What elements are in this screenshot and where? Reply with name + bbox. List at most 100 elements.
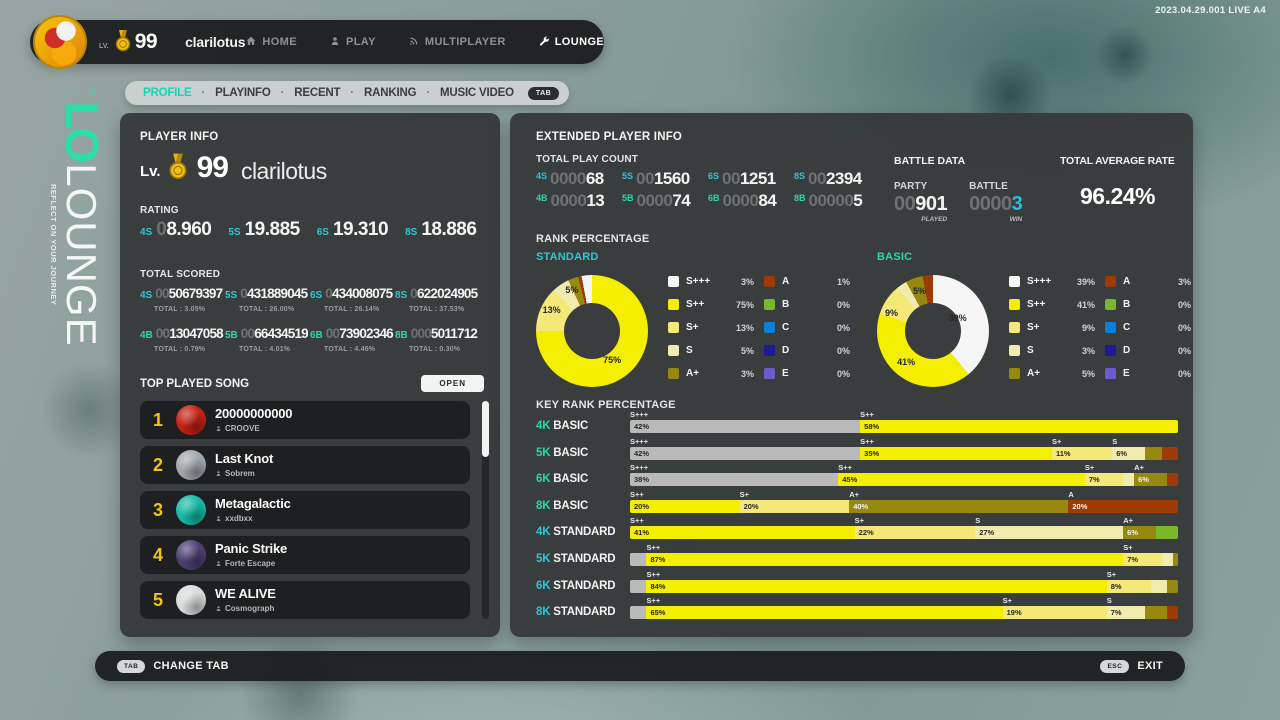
rating-item: 4S 08.960 [140, 219, 212, 241]
logo-dots: :· [86, 88, 102, 98]
key-rank-row-label: 6K BASIC [536, 473, 588, 486]
bar-segment: 35% [860, 446, 1052, 460]
nav-item-multiplayer[interactable]: MULTIPLAYER [408, 35, 506, 50]
play-count-value: 000013 [550, 191, 605, 210]
segment-percent-label: 20% [743, 501, 759, 511]
key-rank-mode: 4K [536, 420, 554, 432]
rating-value: 18.886 [421, 219, 477, 240]
song-list-item[interactable]: 4 Panic Strike Forte Escape [140, 536, 470, 574]
key-rank-row: 8K STANDARD S++ S+ S 65% 19% 7% [536, 596, 1178, 620]
play-count-pad: 0000 [636, 191, 673, 210]
segment-name-label: S+ [739, 489, 749, 499]
song-artist-name: Sobrem [225, 468, 255, 478]
legend-rank-percent: 3% [1177, 276, 1191, 287]
key-rank-row-label: 8K BASIC [536, 500, 588, 513]
party-pad: 00 [894, 193, 916, 215]
scored-total-percent: TOTAL : 26.14% [324, 306, 380, 313]
donut-slice-label: 75% [603, 355, 622, 366]
legend-swatch [668, 299, 679, 310]
segment-percent-label: 22% [858, 528, 874, 538]
legend-swatch [1105, 368, 1116, 379]
battle-stat: BATTLE 00003 WIN [969, 181, 1023, 223]
key-rank-segment-names: S+++ S++ [630, 411, 1178, 419]
legend-row: C 0% [764, 322, 850, 333]
segment-percent-label: 40% [853, 501, 869, 511]
top-played-song-list: 1 20000000000 CROOVE 2 Last Knot Sobrem 3 Metag… [140, 401, 470, 619]
play-count-key: 5B [622, 193, 634, 203]
scored-key: 8S [395, 290, 408, 301]
rank-chart-standard: STANDARD 75% 13% 5% S+++ 3% S++ 75% S+ 13% S 5% A+ 3%… [536, 251, 854, 401]
legend-swatch [764, 299, 775, 310]
song-artist-row: xxdbxx [215, 514, 291, 523]
nav-item-play[interactable]: PLAY [329, 35, 376, 50]
average-rate-title: TOTAL AVERAGE RATE [1060, 155, 1175, 167]
play-count-key: 5S [622, 171, 634, 181]
play-count-grid: 4S 000068 5S 001560 6S 001251 8S 002394 4B 000013… [536, 170, 880, 209]
scrollbar-thumb[interactable] [482, 401, 489, 457]
legend-swatch [1009, 322, 1020, 333]
song-list-scrollbar[interactable] [482, 401, 489, 619]
scored-key: 5B [225, 330, 238, 341]
chart-mode-label: STANDARD [536, 251, 599, 263]
change-tab-hint[interactable]: TAB CHANGE TAB [117, 659, 229, 673]
bar-segment [1145, 446, 1162, 460]
rating-item: 5S 19.885 [228, 219, 300, 241]
level-label: LV. [99, 42, 109, 50]
tab-ranking[interactable]: RANKING [364, 87, 417, 99]
segment-name-label: S [1106, 596, 1112, 606]
rating-value: 08.960 [156, 219, 212, 240]
legend-row: S+++ 3% [668, 276, 754, 287]
play-count-value: 000005 [808, 191, 863, 210]
legend-swatch [1105, 345, 1116, 356]
legend-row: A+ 5% [1009, 368, 1095, 379]
change-tab-label: CHANGE TAB [153, 660, 229, 672]
legend-rank-name: S+++ [1027, 276, 1052, 287]
song-list-item[interactable]: 2 Last Knot Sobrem [140, 446, 470, 484]
nav-item-lounge[interactable]: LOUNGE [538, 35, 604, 50]
legend-row: S 5% [668, 345, 754, 356]
legend-rank-percent: 1% [836, 276, 850, 287]
bar-segment: 6% [1134, 473, 1168, 487]
segment-percent-label: 6% [1127, 528, 1139, 538]
key-rank-segment-names: S++ S+ [630, 570, 1178, 579]
play-count-value: 001251 [722, 169, 776, 188]
lv-label: Lv. [140, 163, 161, 180]
legend-rank-name: D [782, 345, 790, 356]
scored-item: 5B 0066434519 TOTAL : 4.01% [225, 325, 310, 353]
open-button[interactable]: OPEN [421, 375, 484, 392]
bar-segment [1123, 473, 1135, 487]
tab-playinfo[interactable]: PLAYINFO [215, 87, 271, 99]
bar-segment: 87% [646, 552, 1124, 566]
key-rank-row-label: 4K STANDARD [536, 526, 616, 539]
battle-pad: 0000 [969, 193, 1012, 215]
key-rank-mode: 8K [536, 499, 554, 512]
song-artist-row: Cosmograph [215, 604, 276, 613]
tab-recent[interactable]: RECENT [294, 87, 341, 99]
song-list-item[interactable]: 5 WE ALIVE Cosmograph [140, 581, 470, 619]
segment-name-label: S+++ [630, 463, 649, 473]
bar-segment [1156, 526, 1178, 540]
exit-hint[interactable]: ESC EXIT [1100, 659, 1163, 673]
legend-swatch [1105, 276, 1116, 287]
key-rank-row: 8K BASIC S++ S+ A+ A 20% 20% 40% 20% [536, 489, 1178, 513]
bar-segment: 42% [630, 420, 861, 433]
top-played-title: TOP PLAYED SONG [140, 377, 250, 390]
rank-legend-column: A 3% B 0% C 0% D 0% E 0% [1105, 276, 1191, 379]
player-avatar[interactable] [33, 15, 87, 69]
battle-label: BATTLE [969, 181, 1008, 192]
legend-rank-name: S+ [1027, 322, 1040, 333]
song-list-item[interactable]: 1 20000000000 CROOVE [140, 401, 470, 439]
legend-rank-percent: 3% [1081, 345, 1095, 356]
key-rank-mode: 6K [536, 473, 554, 486]
rank-donut-chart: 39% 41% 9% 5% [877, 275, 989, 387]
legend-row: C 0% [1105, 322, 1191, 333]
tab-profile[interactable]: PROFILE [143, 87, 192, 99]
song-info: Panic Strike Forte Escape [215, 542, 287, 568]
scored-line: 6B 0073902346 [310, 325, 395, 343]
legend-rank-name: S++ [1027, 299, 1046, 310]
scored-pad: 00 [325, 326, 340, 341]
nav-item-home[interactable]: HOME [245, 35, 297, 50]
play-count-pad: 0000 [550, 169, 586, 188]
tab-music-video[interactable]: MUSIC VIDEO [439, 87, 514, 99]
song-list-item[interactable]: 3 Metagalactic xxdbxx [140, 491, 470, 529]
